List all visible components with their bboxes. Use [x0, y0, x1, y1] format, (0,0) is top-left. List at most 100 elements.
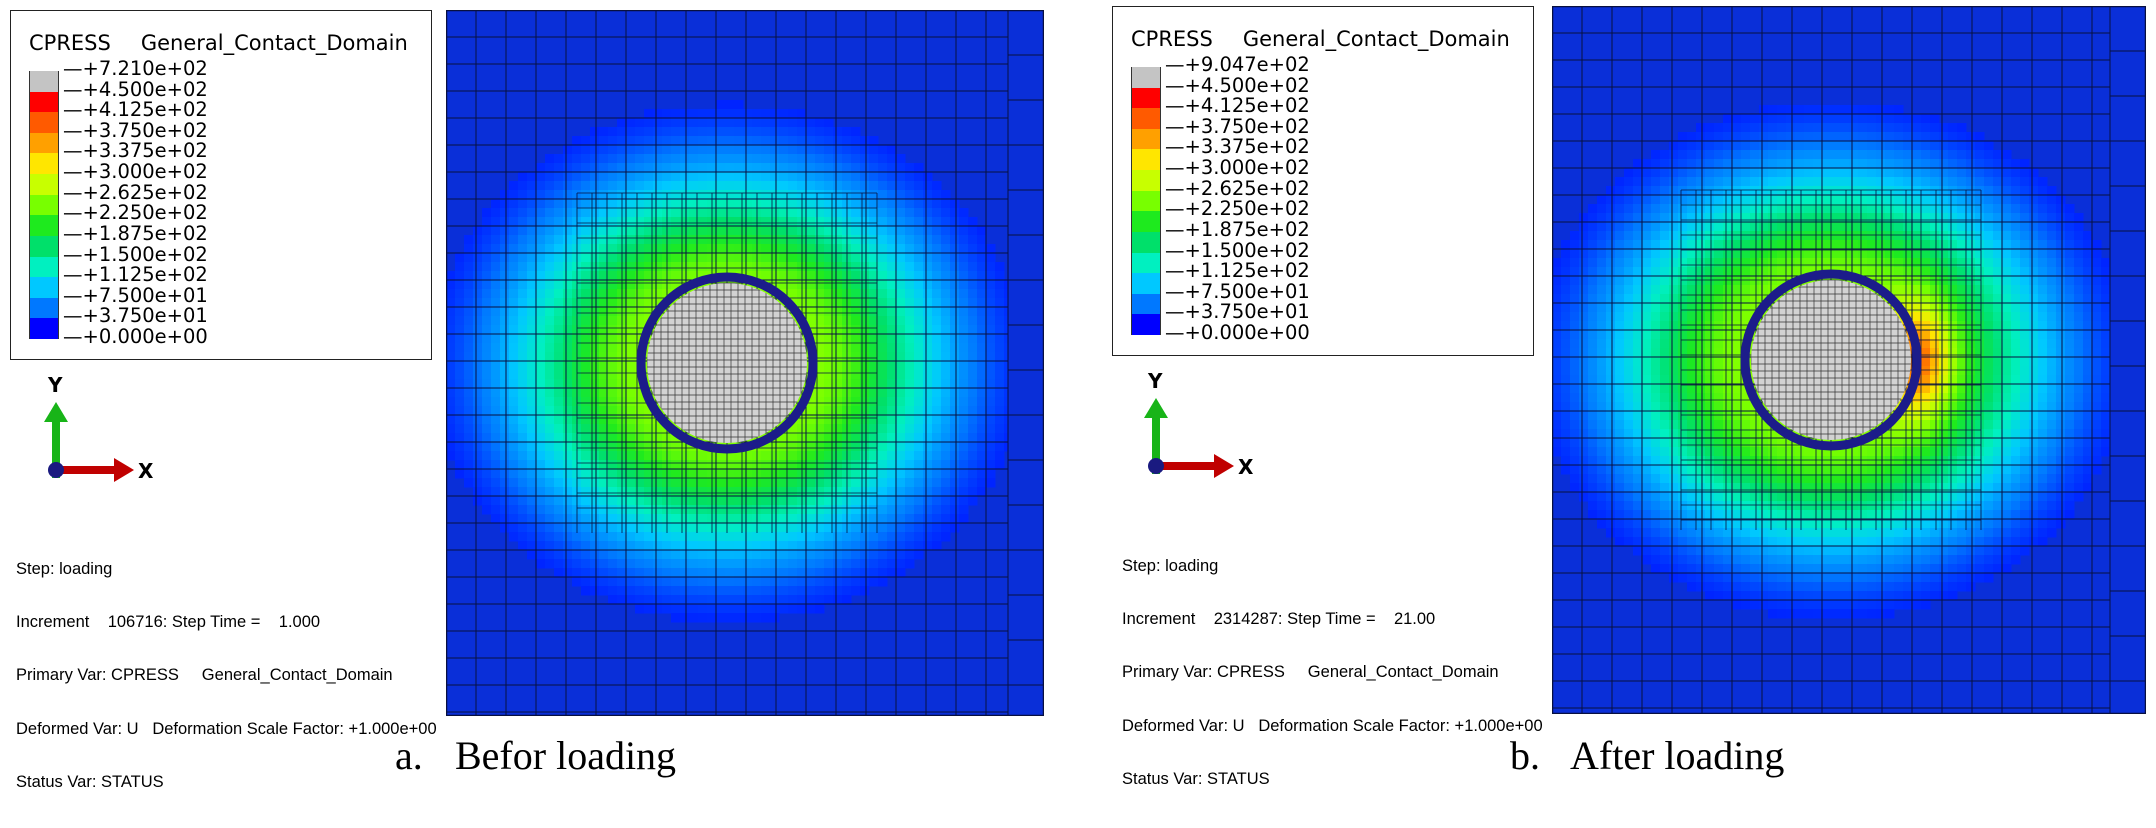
contour-mesh-plot	[446, 10, 1044, 716]
y-axis-label: Y	[47, 373, 63, 397]
legend-swatch	[29, 153, 59, 174]
legend-header: CPRESS General_Contact_Domain	[29, 31, 408, 55]
legend-swatch	[29, 92, 59, 113]
step-info: Step: loading Increment 2314287: Step Ti…	[1122, 522, 1543, 825]
legend-label: —+3.375e+02	[1165, 137, 1310, 158]
legend-domain: General_Contact_Domain	[1243, 27, 1510, 51]
legend-label: —+4.125e+02	[63, 100, 208, 121]
inclusion-core	[647, 283, 807, 443]
legend-swatch	[29, 236, 59, 257]
caption-text: Befor loading	[455, 733, 676, 778]
legend-label: —+1.500e+02	[63, 245, 208, 266]
legend-swatch	[1131, 67, 1161, 88]
contour-legend: CPRESS General_Contact_Domain —+9.047e+02…	[1112, 6, 1534, 356]
legend-swatch	[29, 174, 59, 195]
caption-letter: a.	[395, 732, 455, 779]
legend-variable: CPRESS	[1131, 27, 1213, 51]
legend-swatch	[29, 215, 59, 236]
legend-label: —+4.500e+02	[1165, 76, 1310, 97]
x-axis-arrow-icon	[1158, 454, 1234, 478]
legend-label: —+7.500e+01	[1165, 282, 1310, 303]
legend-label: —+3.750e+01	[63, 306, 208, 327]
axis-triad: Y X	[1128, 366, 1268, 486]
legend-variable: CPRESS	[29, 31, 111, 55]
legend-label: —+3.375e+02	[63, 141, 208, 162]
legend-swatch	[29, 257, 59, 278]
info-increment: Increment 106716: Step Time = 1.000	[16, 614, 437, 632]
legend-color-bar	[29, 71, 59, 339]
info-deformed-var: Deformed Var: U Deformation Scale Factor…	[1122, 718, 1543, 736]
legend-label: —+3.750e+01	[1165, 302, 1310, 323]
info-status-var: Status Var: STATUS	[16, 774, 437, 792]
legend-label: —+0.000e+00	[63, 327, 208, 348]
mesh-side-strip	[2110, 6, 2146, 714]
legend-domain: General_Contact_Domain	[141, 31, 408, 55]
panel-after-loading: CPRESS General_Contact_Domain —+9.047e+02…	[1110, 0, 2156, 789]
legend-label: —+2.250e+02	[63, 203, 208, 224]
step-info: Step: loading Increment 106716: Step Tim…	[16, 525, 437, 828]
legend-swatch	[29, 298, 59, 319]
legend-swatch	[1131, 253, 1161, 274]
info-step: Step: loading	[1122, 558, 1543, 576]
legend-label: —+7.210e+02	[63, 59, 208, 80]
legend-swatch	[1131, 294, 1161, 315]
info-primary-var: Primary Var: CPRESS General_Contact_Doma…	[16, 667, 437, 685]
caption: b.After loading	[1510, 732, 1784, 779]
legend-label: —+9.047e+02	[1165, 55, 1310, 76]
legend-swatch	[29, 195, 59, 216]
legend-swatch	[29, 318, 59, 339]
legend-label: —+0.000e+00	[1165, 323, 1310, 344]
x-axis-label: X	[1238, 455, 1254, 479]
legend-label: —+4.125e+02	[1165, 96, 1310, 117]
legend-label: —+2.625e+02	[63, 183, 208, 204]
legend-label: —+1.500e+02	[1165, 241, 1310, 262]
legend-swatch	[1131, 232, 1161, 253]
origin-icon	[1148, 458, 1164, 474]
legend-swatch	[1131, 129, 1161, 150]
contour-mesh-plot	[1552, 6, 2146, 714]
info-step: Step: loading	[16, 561, 437, 579]
legend-swatch	[29, 71, 59, 92]
legend-label: —+1.875e+02	[1165, 220, 1310, 241]
panel-before-loading: CPRESS General_Contact_Domain —+7.210e+02…	[0, 0, 1070, 789]
legend-label: —+3.000e+02	[1165, 158, 1310, 179]
info-deformed-var: Deformed Var: U Deformation Scale Factor…	[16, 721, 437, 739]
legend-label: —+1.125e+02	[1165, 261, 1310, 282]
mesh-svg	[1552, 6, 2146, 714]
legend-swatch	[1131, 149, 1161, 170]
caption-letter: b.	[1510, 732, 1570, 779]
legend-swatch	[1131, 273, 1161, 294]
x-axis-label: X	[138, 459, 154, 483]
legend-swatch	[1131, 191, 1161, 212]
legend-label: —+1.875e+02	[63, 224, 208, 245]
legend-swatch	[29, 133, 59, 154]
legend-label: —+3.750e+02	[1165, 117, 1310, 138]
caption: a.Befor loading	[395, 732, 676, 779]
legend-header: CPRESS General_Contact_Domain	[1131, 27, 1510, 51]
legend-swatch	[29, 112, 59, 133]
legend-label: —+2.625e+02	[1165, 179, 1310, 200]
mesh-side-strip	[1008, 10, 1044, 716]
legend-label: —+1.125e+02	[63, 265, 208, 286]
legend-swatch	[1131, 170, 1161, 191]
contour-legend: CPRESS General_Contact_Domain —+7.210e+02…	[10, 10, 432, 360]
legend-label: —+7.500e+01	[63, 286, 208, 307]
mesh-svg	[446, 10, 1044, 716]
legend-swatch	[1131, 314, 1161, 335]
legend-swatch	[1131, 108, 1161, 129]
legend-label: —+4.500e+02	[63, 80, 208, 101]
legend-label: —+3.750e+02	[63, 121, 208, 142]
legend-swatch	[29, 277, 59, 298]
axis-triad: Y X	[28, 370, 168, 490]
legend-label: —+3.000e+02	[63, 162, 208, 183]
caption-text: After loading	[1570, 733, 1784, 778]
info-increment: Increment 2314287: Step Time = 21.00	[1122, 611, 1543, 629]
legend-swatch	[1131, 211, 1161, 232]
inclusion-core	[1751, 280, 1911, 440]
legend-color-bar	[1131, 67, 1161, 335]
legend-label: —+2.250e+02	[1165, 199, 1310, 220]
info-primary-var: Primary Var: CPRESS General_Contact_Doma…	[1122, 664, 1543, 682]
origin-icon	[48, 462, 64, 478]
x-axis-arrow-icon	[58, 458, 134, 482]
y-axis-label: Y	[1147, 369, 1163, 393]
